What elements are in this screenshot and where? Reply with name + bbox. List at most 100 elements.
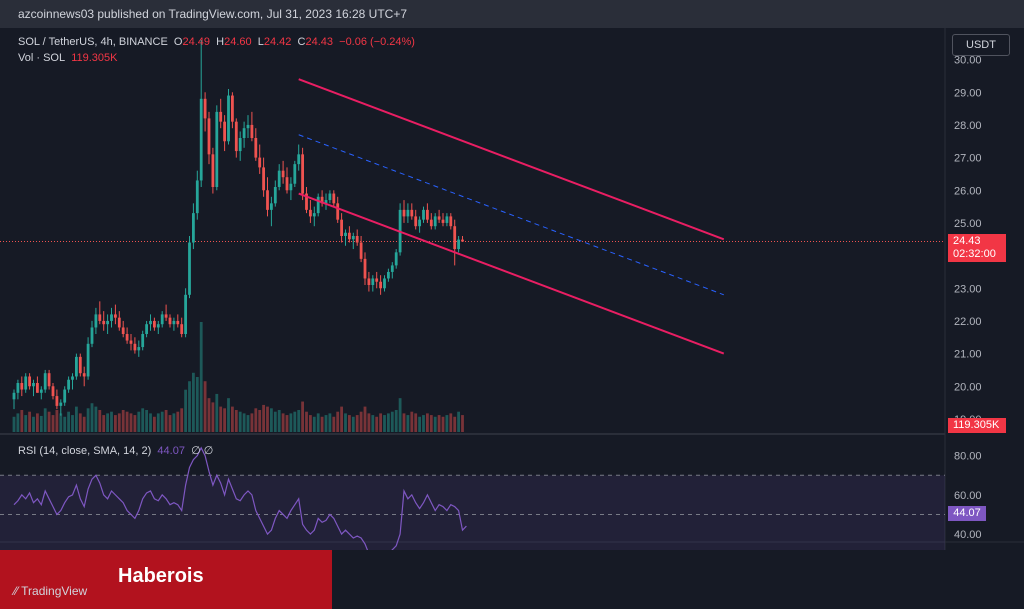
candle-body bbox=[195, 180, 199, 214]
volume-bar bbox=[129, 413, 133, 432]
candle-body bbox=[445, 216, 449, 223]
candle-body bbox=[63, 389, 67, 403]
rsi-tick-label: 60.00 bbox=[954, 490, 982, 502]
candle-body bbox=[242, 128, 246, 138]
candle-body bbox=[250, 124, 254, 138]
volume-bar bbox=[160, 411, 164, 432]
low-label: L bbox=[257, 36, 264, 48]
candle-body bbox=[51, 386, 55, 397]
candle-body bbox=[125, 334, 129, 341]
volume-bar bbox=[20, 410, 24, 432]
publisher-bar: azcoinnews03 published on TradingView.co… bbox=[0, 0, 1024, 28]
volume-bar bbox=[156, 413, 160, 432]
volume-bar bbox=[398, 398, 402, 432]
volume-bar bbox=[297, 410, 301, 432]
channel-midline bbox=[298, 134, 724, 296]
volume-bar bbox=[262, 404, 265, 432]
volume-bar bbox=[24, 415, 28, 432]
candle-body bbox=[336, 203, 340, 220]
price-chart[interactable]: 19.0020.0021.0022.0023.0024.0025.0026.00… bbox=[0, 28, 1024, 550]
candle-body bbox=[312, 213, 316, 217]
candle-body bbox=[363, 258, 367, 279]
volume-bar bbox=[277, 410, 281, 432]
close-label: C bbox=[297, 36, 306, 48]
volume-bar bbox=[344, 413, 347, 432]
bar-countdown: 02:32:00 bbox=[953, 248, 996, 260]
volume-bar bbox=[328, 413, 332, 432]
volume-tag: 119.305K bbox=[948, 418, 1006, 433]
candle-body bbox=[207, 118, 211, 155]
candle-body bbox=[351, 236, 355, 240]
candle-body bbox=[12, 392, 16, 400]
candle-body bbox=[102, 320, 106, 325]
candle-body bbox=[344, 232, 347, 236]
volume-bar bbox=[86, 408, 90, 432]
volume-bar bbox=[176, 411, 180, 432]
price-tick-label: 25.00 bbox=[954, 218, 982, 230]
volume-bar bbox=[172, 413, 176, 432]
rsi-tick-label: 80.00 bbox=[954, 451, 982, 463]
candle-body bbox=[262, 167, 265, 191]
candle-body bbox=[47, 373, 51, 387]
volume-bar bbox=[51, 415, 55, 432]
volume-bar bbox=[414, 413, 418, 432]
volume-bar bbox=[16, 413, 20, 432]
volume-bar bbox=[94, 406, 98, 432]
candle-body bbox=[238, 138, 242, 152]
price-tick-label: 20.00 bbox=[954, 381, 982, 393]
candle-body bbox=[270, 203, 273, 210]
volume-bar bbox=[266, 406, 269, 432]
candle-body bbox=[277, 170, 281, 187]
candle-body bbox=[457, 239, 460, 250]
volume-bar bbox=[250, 413, 254, 432]
candle-body bbox=[223, 121, 226, 142]
candle-body bbox=[461, 239, 464, 242]
price-tick-label: 21.00 bbox=[954, 349, 982, 361]
volume-bar bbox=[348, 415, 351, 432]
volume-bar bbox=[375, 416, 379, 432]
volume-bar bbox=[246, 415, 250, 432]
volume-bar bbox=[227, 398, 230, 432]
volume-bar bbox=[98, 410, 102, 432]
candle-body bbox=[110, 314, 113, 321]
volume-bar bbox=[285, 415, 289, 432]
publisher-text: azcoinnews03 published on TradingView.co… bbox=[18, 7, 408, 21]
candle-body bbox=[414, 216, 418, 227]
rsi-value: 44.07 bbox=[157, 445, 185, 457]
candle-body bbox=[359, 242, 363, 259]
volume-bar bbox=[336, 411, 340, 432]
tradingview-logo: ⁄⁄ TradingView bbox=[14, 584, 87, 598]
brand-banner bbox=[0, 550, 332, 609]
volume-label: Vol · SOL bbox=[18, 52, 66, 64]
rsi-line bbox=[13, 446, 467, 550]
price-tick-label: 28.00 bbox=[954, 120, 982, 132]
candle-body bbox=[293, 164, 297, 184]
price-tick-label: 23.00 bbox=[954, 283, 982, 295]
candle-body bbox=[429, 219, 433, 227]
volume-bar bbox=[219, 406, 223, 432]
current-price-tag: 24.43 02:32:00 bbox=[948, 234, 1006, 262]
candle-body bbox=[254, 138, 258, 158]
candle-body bbox=[215, 111, 219, 187]
rsi-extra: ∅ ∅ bbox=[191, 445, 214, 457]
volume-bar bbox=[164, 410, 168, 432]
volume-bar bbox=[211, 402, 215, 432]
volume-bar bbox=[32, 416, 35, 432]
volume-bar bbox=[223, 408, 226, 432]
volume-bar bbox=[418, 416, 421, 432]
volume-bar bbox=[340, 406, 343, 432]
volume-bar bbox=[121, 410, 125, 432]
candle-body bbox=[43, 373, 47, 390]
volume-bar bbox=[102, 415, 106, 432]
currency-button[interactable]: USDT bbox=[952, 34, 1010, 56]
price-tick-label: 22.00 bbox=[954, 316, 982, 328]
volume-bar bbox=[184, 389, 187, 432]
candle-body bbox=[117, 317, 121, 328]
candle-body bbox=[98, 314, 102, 321]
candle-body bbox=[121, 327, 125, 334]
high-label: H bbox=[216, 36, 225, 48]
volume-bar bbox=[192, 372, 195, 432]
candle-body bbox=[426, 209, 429, 220]
volume-bar bbox=[78, 413, 82, 432]
volume-bar bbox=[371, 415, 375, 432]
